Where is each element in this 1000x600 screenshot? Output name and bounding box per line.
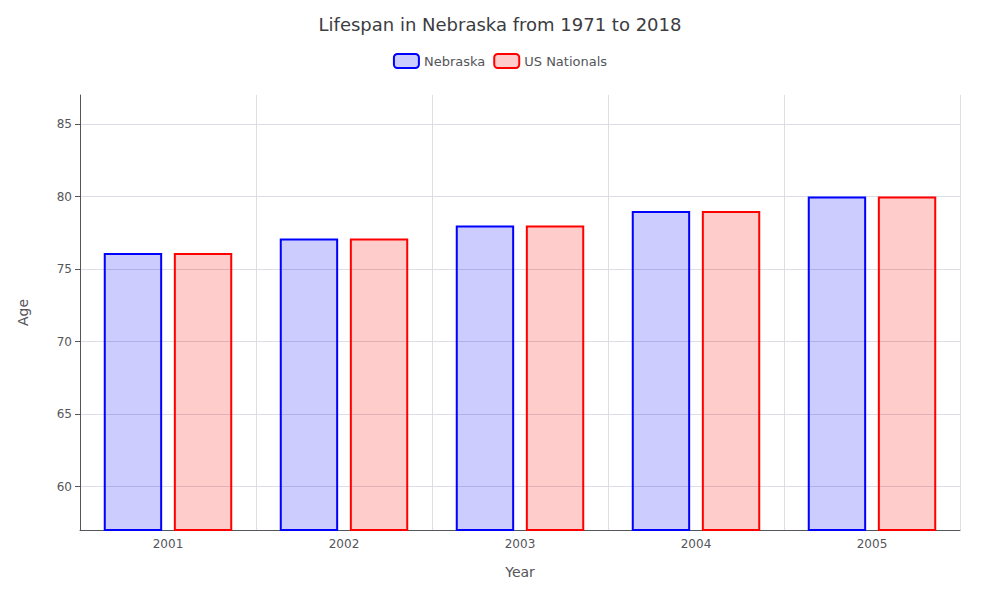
svg-text:80: 80	[57, 190, 72, 204]
svg-text:2002: 2002	[329, 537, 360, 551]
svg-text:60: 60	[57, 480, 72, 494]
svg-text:Nebraska: Nebraska	[424, 54, 485, 69]
svg-text:Lifespan in Nebraska from 1971: Lifespan in Nebraska from 1971 to 2018	[319, 14, 682, 35]
svg-text:75: 75	[57, 262, 72, 276]
svg-text:Age: Age	[15, 299, 31, 326]
svg-text:Year: Year	[504, 564, 535, 580]
svg-text:2004: 2004	[681, 537, 712, 551]
svg-text:85: 85	[57, 117, 72, 131]
svg-text:65: 65	[57, 407, 72, 421]
svg-text:70: 70	[57, 335, 72, 349]
svg-text:2005: 2005	[857, 537, 888, 551]
svg-text:US Nationals: US Nationals	[524, 54, 607, 69]
svg-text:2001: 2001	[153, 537, 184, 551]
svg-text:2003: 2003	[505, 537, 536, 551]
